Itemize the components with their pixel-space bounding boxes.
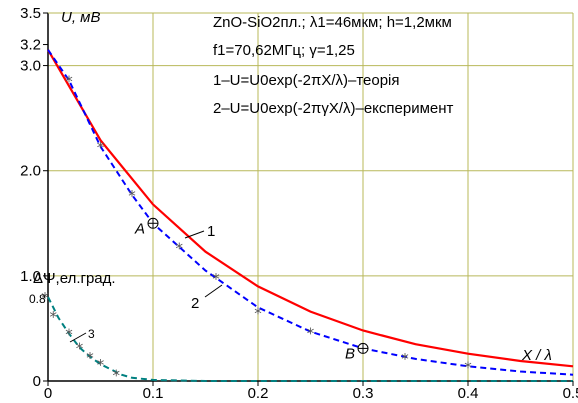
x-tick-label-4: 0.4 <box>458 385 479 402</box>
marker-2-3: * <box>176 239 184 257</box>
curve-label-1-leader <box>184 230 205 239</box>
marker-3-0: * <box>50 308 58 326</box>
curve-label-2: 2 <box>191 295 199 312</box>
curve-label-1-group: 1 <box>184 223 215 240</box>
tick-layer: 0 0.1 0.2 0.3 0.4 0.5 0 1.0 2.0 3.0 3.2 3.5 <box>20 5 578 402</box>
curve-label-3-leader <box>69 332 87 343</box>
annotation-block: ZnO-SiO2пл.; λ1=46мкм; h=1,2мкм f1=70,62… <box>213 14 454 117</box>
annotation-line-3: 1–U=U0exp(-2πX/λ)–теорія <box>213 72 400 89</box>
curve-label-2-leader <box>204 284 223 298</box>
curve-label-1: 1 <box>207 223 215 240</box>
marker-2-7: * <box>401 350 409 368</box>
x-tick-label-3: 0.3 <box>353 385 374 402</box>
x-tick-label-2: 0.2 <box>248 385 269 402</box>
point-A-label: A <box>134 220 145 237</box>
series-line-1 <box>47 49 574 368</box>
marker-2-1: * <box>97 139 105 157</box>
curve-label-3: 3 <box>88 327 95 341</box>
y-tick-label-2: 2.0 <box>20 163 41 180</box>
annotation-line-2: f1=70,62МГц; γ=1,25 <box>213 42 355 59</box>
y-axis-label: U, мВ <box>61 9 100 26</box>
series-line-3 <box>47 296 573 382</box>
x-tick-label-5: 0.5 <box>563 385 578 402</box>
marker-2-6: * <box>307 325 315 343</box>
marker-2-2: * <box>128 187 136 205</box>
y-tick-label-5: 3.5 <box>20 5 41 22</box>
y-tick-label-1: 1.0 <box>20 268 41 285</box>
point-B-label: B <box>345 345 355 362</box>
marker-3-origin: * <box>41 289 49 307</box>
marker-layer: ******** ***** **AB* <box>41 72 472 384</box>
y-axis-label-text: U, мВ <box>61 9 100 26</box>
marker-3-3: * <box>86 349 94 367</box>
marker-2-4: * <box>212 270 220 288</box>
marker-3-1: * <box>65 326 73 344</box>
marker-2-5: * <box>254 305 262 323</box>
marker-3-5: * <box>113 367 121 385</box>
y-tick-label-0: 0 <box>33 373 41 390</box>
marker-3-2: * <box>76 339 84 357</box>
curve-label-3-group: 3 <box>69 327 95 343</box>
y-tick-label-3: 3.0 <box>20 58 41 75</box>
grid <box>48 13 573 381</box>
x-tick-label-0: 0 <box>44 385 52 402</box>
series-line-2 <box>47 49 574 376</box>
marker-3-4: * <box>97 356 105 374</box>
secondary-value-label: 0.8 <box>29 292 46 306</box>
y-tick-label-4: 3.2 <box>20 37 41 54</box>
x-tick-label-1: 0.1 <box>143 385 164 402</box>
annotation-line-1: ZnO-SiO2пл.; λ1=46мкм; h=1,2мкм <box>213 14 452 31</box>
annotation-line-4: 2–U=U0exp(-2πγX/λ)–експеримент <box>213 100 454 117</box>
curve-label-2-group: 2 <box>191 284 223 312</box>
marker-2-0: * <box>65 72 73 90</box>
marker-2-8: * <box>464 358 472 376</box>
x-axis-label: X / λ <box>521 347 552 364</box>
secondary-axis-label: ΔΨ,ел.град. <box>33 270 116 287</box>
series-layer <box>47 49 574 382</box>
